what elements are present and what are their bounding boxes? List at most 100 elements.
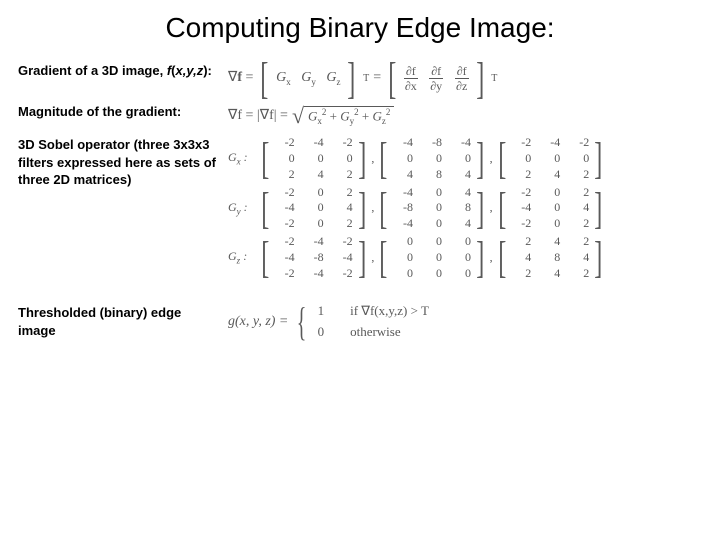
matrix-cell: -2 <box>275 217 295 231</box>
matrix-cell: -2 <box>275 186 295 200</box>
matrix-cell: 0 <box>422 251 442 265</box>
sobel-matrices: Gx :[-2-4-2000242], [-4-8-4000484], [-2-… <box>228 136 702 284</box>
matrix-cell: 0 <box>333 152 353 166</box>
matrix-cell: 2 <box>511 235 531 249</box>
matrix-cell: 2 <box>569 235 589 249</box>
matrix-cell: -4 <box>393 136 413 150</box>
matrix: 242484242 <box>511 235 589 280</box>
matrix-cell: 4 <box>540 235 560 249</box>
matrix-cell: 0 <box>393 152 413 166</box>
matrix-cell: 4 <box>451 186 471 200</box>
matrix-cell: 2 <box>333 217 353 231</box>
matrix: -2 -4 -2 -4 -8 -4 -2 -4 -2 <box>275 235 353 280</box>
threshold-row: Thresholded (binary) edge image g(x, y, … <box>0 304 720 340</box>
matrix-cell: 8 <box>540 251 560 265</box>
matrix-cell: 0 <box>511 152 531 166</box>
matrix-cell: -4 <box>275 201 295 215</box>
matrix: -202-404-202 <box>511 186 589 231</box>
matrix-cell: -8 <box>304 251 324 265</box>
matrix-cell: 0 <box>451 152 471 166</box>
gradient-equation: ∇f = [ Gx Gy Gz ]T = [ ∂f∂x ∂f∂y ∂f∂z ]T <box>228 62 702 95</box>
matrix-cell: -2 <box>275 235 295 249</box>
matrix-cell: -2 <box>275 136 295 150</box>
matrix-cell: 2 <box>333 186 353 200</box>
magnitude-row: Magnitude of the gradient: ∇f = |∇f| = √… <box>0 103 720 128</box>
threshold-equation: g(x, y, z) = { 1 if ∇f(x,y,z) > T 0 othe… <box>228 304 702 340</box>
matrix-cell: 0 <box>422 267 442 281</box>
matrix: 000000000 <box>393 235 471 280</box>
matrix-cell: 0 <box>304 152 324 166</box>
sobel-label: 3D Sobel operator (three 3x3x3 filters e… <box>18 136 228 189</box>
page-title: Computing Binary Edge Image: <box>0 0 720 62</box>
matrix-cell: -2 <box>275 267 295 281</box>
matrix-cell: 0 <box>422 217 442 231</box>
matrix-cell: -8 <box>393 201 413 215</box>
sobel-operator-gx: Gx :[-2-4-2000242], [-4-8-4000484], [-2-… <box>228 136 702 181</box>
matrix: -2-4-2000242 <box>275 136 353 181</box>
matrix-cell: 4 <box>569 251 589 265</box>
matrix-cell: 0 <box>304 201 324 215</box>
matrix-cell: -2 <box>569 136 589 150</box>
matrix-cell: -4 <box>511 201 531 215</box>
matrix-cell: 2 <box>333 168 353 182</box>
matrix-cell: 2 <box>569 186 589 200</box>
threshold-label: Thresholded (binary) edge image <box>18 304 228 339</box>
matrix-cell: -8 <box>422 136 442 150</box>
matrix: -2-4-2000242 <box>511 136 589 181</box>
matrix-cell: 2 <box>275 168 295 182</box>
matrix-cell: 8 <box>422 168 442 182</box>
matrix-cell: -2 <box>333 235 353 249</box>
matrix-cell: -2 <box>333 136 353 150</box>
matrix-cell: -4 <box>304 136 324 150</box>
matrix: -202-404-202 <box>275 186 353 231</box>
matrix-cell: -4 <box>451 136 471 150</box>
matrix-cell: 0 <box>540 186 560 200</box>
sobel-operator-gy: Gy :[-202-404-202], [-404-808-404], [-20… <box>228 186 702 231</box>
matrix-cell: 8 <box>451 201 471 215</box>
matrix-cell: -4 <box>304 235 324 249</box>
operator-label: Gy : <box>228 201 256 217</box>
matrix-cell: 4 <box>393 168 413 182</box>
matrix-cell: -2 <box>511 136 531 150</box>
magnitude-equation: ∇f = |∇f| = √ Gx2 + Gy2 + Gz2 <box>228 103 702 128</box>
matrix-cell: 0 <box>304 217 324 231</box>
matrix-cell: 0 <box>540 217 560 231</box>
matrix-cell: 2 <box>569 217 589 231</box>
matrix-cell: 0 <box>393 267 413 281</box>
matrix-cell: 0 <box>422 235 442 249</box>
gradient-label: Gradient of a 3D image, f(x,y,z): <box>18 62 228 80</box>
operator-label: Gz : <box>228 250 256 266</box>
matrix: -404-808-404 <box>393 186 471 231</box>
matrix-cell: -4 <box>304 267 324 281</box>
matrix-cell: 4 <box>540 267 560 281</box>
matrix-cell: 2 <box>569 267 589 281</box>
matrix-cell: -2 <box>511 217 531 231</box>
matrix-cell: -4 <box>540 136 560 150</box>
matrix-cell: -4 <box>333 251 353 265</box>
matrix-cell: 0 <box>540 201 560 215</box>
matrix-cell: 0 <box>422 152 442 166</box>
matrix-cell: 2 <box>569 168 589 182</box>
matrix-cell: 4 <box>569 201 589 215</box>
matrix-cell: -4 <box>393 217 413 231</box>
matrix-cell: 0 <box>393 251 413 265</box>
operator-label: Gx : <box>228 151 256 167</box>
matrix-cell: 0 <box>540 152 560 166</box>
matrix-cell: -4 <box>275 251 295 265</box>
matrix-cell: 0 <box>451 235 471 249</box>
matrix-cell: 2 <box>511 267 531 281</box>
sobel-operator-gz: Gz :[-2-4-2-4-8-4-2-4-2], [000000000], [… <box>228 235 702 280</box>
magnitude-label: Magnitude of the gradient: <box>18 103 228 121</box>
matrix-cell: 0 <box>393 235 413 249</box>
matrix-cell: 4 <box>333 201 353 215</box>
matrix-cell: -2 <box>333 267 353 281</box>
matrix-cell: 0 <box>422 201 442 215</box>
matrix-cell: -4 <box>393 186 413 200</box>
matrix-cell: 4 <box>451 168 471 182</box>
matrix-cell: 4 <box>451 217 471 231</box>
matrix-cell: 0 <box>275 152 295 166</box>
matrix-cell: 0 <box>569 152 589 166</box>
matrix: -4-8-4000484 <box>393 136 471 181</box>
matrix-cell: 0 <box>451 267 471 281</box>
matrix-cell: 2 <box>511 168 531 182</box>
